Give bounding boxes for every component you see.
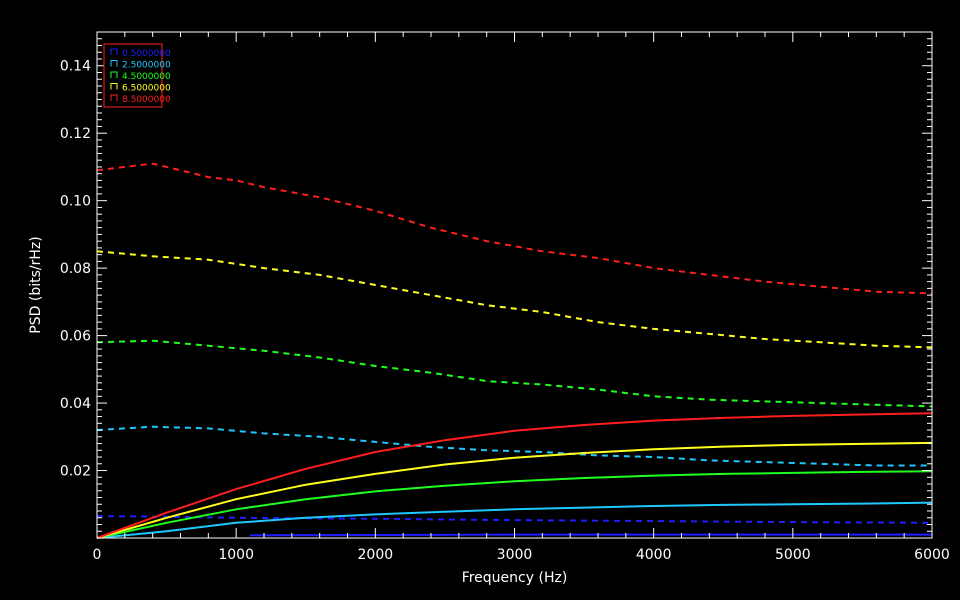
series-line-dashed-1: [96, 425, 932, 467]
y-tick-label: 0.04: [60, 396, 91, 412]
legend-entry: 8.5000000: [122, 95, 171, 105]
legend-entry: 4.5000000: [122, 72, 171, 82]
x-tick-label: 4000: [636, 547, 672, 563]
legend-box: [103, 43, 163, 108]
legend-swatch: [110, 94, 118, 101]
series-line-dashed-0: [96, 515, 933, 524]
legend-swatch: [110, 60, 118, 67]
legend-entry: 0.5000000: [122, 49, 171, 59]
series-line-dashed-3: [96, 250, 933, 349]
y-tick-label: 0.10: [60, 194, 91, 210]
series-line-solid-0: [250, 533, 932, 537]
x-tick-label: 6000: [914, 547, 950, 563]
legend-swatch: [110, 48, 118, 55]
plot-lines: [96, 162, 933, 539]
series-line-dashed-2: [96, 339, 933, 408]
series-line-solid-1: [96, 501, 933, 539]
y-tick-label: 0.14: [60, 59, 91, 75]
series-line-solid-3: [96, 441, 933, 539]
x-tick-label: 0: [93, 547, 102, 563]
axis-ticks: [96, 32, 933, 538]
series-line-dashed-4: [96, 162, 933, 295]
series-line-solid-4: [96, 412, 933, 539]
series-line-solid-2: [96, 470, 933, 539]
y-tick-label: 0.06: [60, 329, 91, 345]
legend-entry: 6.5000000: [122, 84, 171, 94]
legend-entry: 2.5000000: [122, 61, 171, 71]
legend-swatch: [110, 83, 118, 90]
y-tick-label: 0.02: [60, 464, 91, 480]
x-tick-label: 3000: [497, 547, 533, 563]
y-tick-label: 0.08: [60, 261, 91, 277]
legend-swatch: [110, 71, 118, 78]
x-axis-label: Frequency (Hz): [462, 570, 568, 586]
y-tick-label: 0.12: [60, 126, 91, 142]
axis-tick-labels: 0 1000 2000 3000 4000 5000 6000 0.02 0.04 0.06 0.0…: [60, 59, 950, 563]
x-tick-label: 5000: [775, 547, 811, 563]
x-tick-label: 2000: [358, 547, 394, 563]
x-tick-label: 1000: [218, 547, 254, 563]
y-axis-label: PSD (bits/rHz): [28, 236, 44, 333]
